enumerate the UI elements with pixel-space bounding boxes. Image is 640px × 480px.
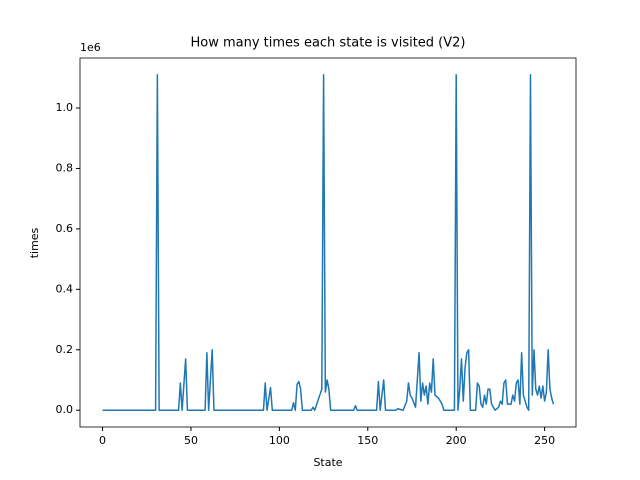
y-tick-label: 1.0 xyxy=(56,101,74,114)
y-axis-label: times xyxy=(28,227,41,258)
y-tick-label: 0.2 xyxy=(56,343,74,356)
y-tick-label: 0.0 xyxy=(56,403,74,416)
x-tick-label: 0 xyxy=(99,434,106,447)
chart-title: How many times each state is visited (V2… xyxy=(190,36,465,51)
y-tick-label: 0.4 xyxy=(56,282,74,295)
y-tick-label: 0.8 xyxy=(56,161,74,174)
plot-frame xyxy=(79,57,577,428)
x-tick-label: 50 xyxy=(184,434,198,447)
x-axis-label: State xyxy=(313,456,342,469)
y-tick-label: 0.6 xyxy=(56,222,74,235)
x-tick-label: 250 xyxy=(534,434,555,447)
y-offset-label: 1e6 xyxy=(80,41,101,54)
x-tick-label: 150 xyxy=(357,434,378,447)
x-tick-label: 100 xyxy=(269,434,290,447)
x-tick-label: 200 xyxy=(446,434,467,447)
data-line xyxy=(102,74,555,411)
